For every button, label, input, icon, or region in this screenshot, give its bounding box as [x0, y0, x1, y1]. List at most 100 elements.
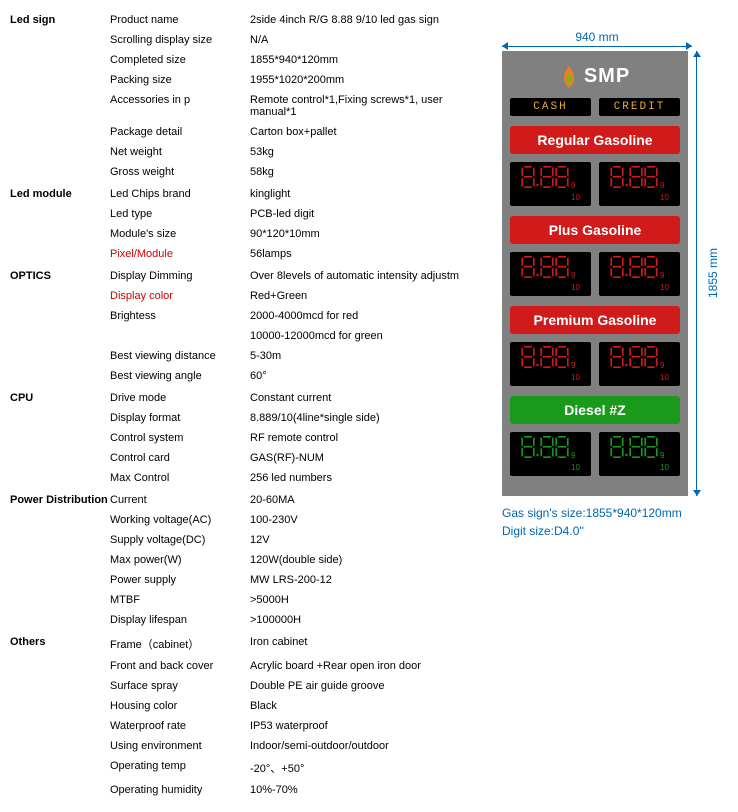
fuel-label: Premium Gasoline: [510, 306, 680, 334]
fuel-label: Plus Gasoline: [510, 216, 680, 244]
spec-value: 56lamps: [250, 248, 480, 260]
spec-label: Module's size: [110, 228, 250, 240]
spec-label: Brightess: [110, 310, 250, 322]
section-cpu: CPUDrive modeConstant currentDisplay for…: [10, 388, 480, 488]
spec-row: 10000-12000mcd for green: [110, 326, 480, 346]
spec-label: MTBF: [110, 594, 250, 606]
spec-row: Front and back coverAcrylic board +Rear …: [110, 656, 480, 676]
spec-label: Best viewing angle: [110, 370, 250, 382]
section-header: OPTICS: [10, 266, 110, 386]
spec-row: Max Control256 led numbers: [110, 468, 480, 488]
gas-sign-diagram: 940 mm SMP CASH CREDIT Regular Gasolin: [498, 30, 728, 540]
spec-value: 120W(double side): [250, 554, 480, 566]
spec-value: Over 8levels of automatic intensity adju…: [250, 270, 480, 282]
spec-label: Package detail: [110, 126, 250, 138]
spec-row: Completed size1855*940*120mm: [110, 50, 480, 70]
price-row: 910910: [510, 252, 680, 296]
section-led_sign: Led signProduct name2side 4inch R/G 8.88…: [10, 10, 480, 182]
spec-value: 2side 4inch R/G 8.88 9/10 led gas sign: [250, 14, 480, 26]
price-display: 910: [599, 252, 680, 296]
spec-row: Power supplyMW LRS-200-12: [110, 570, 480, 590]
spec-value: Remote control*1,Fixing screws*1, user m…: [250, 94, 480, 118]
spec-value: 12V: [250, 534, 480, 546]
section-others: OthersFrame（cabinet）Iron cabinetFront an…: [10, 632, 480, 800]
spec-label: Frame（cabinet）: [110, 636, 250, 652]
spec-row: Current20-60MA: [110, 490, 480, 510]
price-display: 910: [599, 342, 680, 386]
spec-row: Surface sprayDouble PE air guide groove: [110, 676, 480, 696]
spec-row: Display DimmingOver 8levels of automatic…: [110, 266, 480, 286]
spec-label: Led Chips brand: [110, 188, 250, 200]
spec-row: Scrolling display sizeN/A: [110, 30, 480, 50]
spec-value: 256 led numbers: [250, 472, 480, 484]
spec-label: Display format: [110, 412, 250, 424]
spec-label: Display Dimming: [110, 270, 250, 282]
spec-label: Operating humidity: [110, 784, 250, 796]
fuel-label: Regular Gasoline: [510, 126, 680, 154]
spec-value: 90*120*10mm: [250, 228, 480, 240]
spec-label: Power supply: [110, 574, 250, 586]
spec-value: 20-60MA: [250, 494, 480, 506]
spec-label: Control system: [110, 432, 250, 444]
section-header: Power Distribution: [10, 490, 110, 630]
brand-text: SMP: [584, 65, 630, 88]
section-header: Others: [10, 632, 110, 800]
section-optics: OPTICSDisplay DimmingOver 8levels of aut…: [10, 266, 480, 386]
spec-row: Module's size90*120*10mm: [110, 224, 480, 244]
spec-row: Supply voltage(DC)12V: [110, 530, 480, 550]
spec-label: Product name: [110, 14, 250, 26]
spec-value: IP53 waterproof: [250, 720, 480, 732]
spec-label: Operating temp: [110, 760, 250, 776]
spec-value: Black: [250, 700, 480, 712]
spec-value: Carton box+pallet: [250, 126, 480, 138]
credit-box: CREDIT: [599, 98, 680, 116]
spec-row: Operating humidity10%-70%: [110, 780, 480, 800]
spec-label: Using environment: [110, 740, 250, 752]
section-power: Power DistributionCurrent20-60MAWorking …: [10, 490, 480, 630]
spec-label: Display color: [110, 290, 250, 302]
price-display: 910: [599, 162, 680, 206]
spec-label: Best viewing distance: [110, 350, 250, 362]
spec-label: Working voltage(AC): [110, 514, 250, 526]
fuel-label: Diesel #Z: [510, 396, 680, 424]
spec-value: RF remote control: [250, 432, 480, 444]
spec-row: Display colorRed+Green: [110, 286, 480, 306]
spec-row: Brightess2000-4000mcd for red: [110, 306, 480, 326]
spec-value: Iron cabinet: [250, 636, 480, 652]
spec-label: Max power(W): [110, 554, 250, 566]
price-row: 910910: [510, 432, 680, 476]
spec-value: 8.889/10(4line*single side): [250, 412, 480, 424]
spec-label: Max Control: [110, 472, 250, 484]
spec-row: MTBF>5000H: [110, 590, 480, 610]
spec-label: Housing color: [110, 700, 250, 712]
spec-row: Drive modeConstant current: [110, 388, 480, 408]
spec-row: Frame（cabinet）Iron cabinet: [110, 632, 480, 656]
spec-label: Waterproof rate: [110, 720, 250, 732]
price-row: 910910: [510, 342, 680, 386]
price-display: 910: [510, 162, 591, 206]
height-dimension: 1855 mm: [688, 51, 720, 496]
spec-value: Red+Green: [250, 290, 480, 302]
spec-row: Using environmentIndoor/semi-outdoor/out…: [110, 736, 480, 756]
spec-label: Completed size: [110, 54, 250, 66]
spec-label: Front and back cover: [110, 660, 250, 672]
spec-label: Pixel/Module: [110, 248, 250, 260]
spec-label: Scrolling display size: [110, 34, 250, 46]
spec-value: MW LRS-200-12: [250, 574, 480, 586]
spec-row: Gross weight58kg: [110, 162, 480, 182]
spec-value: -20°、+50°: [250, 760, 480, 776]
spec-label: Packing size: [110, 74, 250, 86]
price-row: 910910: [510, 162, 680, 206]
spec-value: 53kg: [250, 146, 480, 158]
spec-value: 58kg: [250, 166, 480, 178]
spec-row: Pixel/Module56lamps: [110, 244, 480, 264]
spec-row: Packing size1955*1020*200mm: [110, 70, 480, 90]
spec-row: Led Chips brandkinglight: [110, 184, 480, 204]
price-display: 910: [510, 432, 591, 476]
spec-label: Led type: [110, 208, 250, 220]
spec-label: Current: [110, 494, 250, 506]
spec-value: 60°: [250, 370, 480, 382]
spec-value: 2000-4000mcd for red: [250, 310, 480, 322]
section-header: Led sign: [10, 10, 110, 182]
spec-value: GAS(RF)-NUM: [250, 452, 480, 464]
